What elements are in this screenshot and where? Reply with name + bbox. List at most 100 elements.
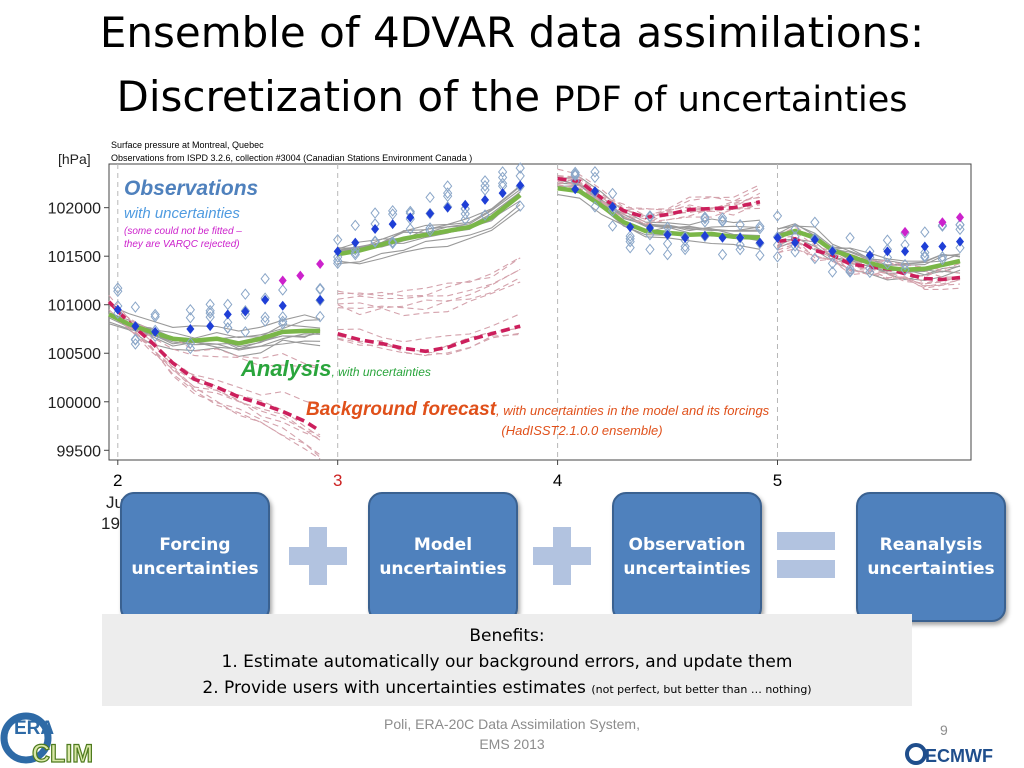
- observation-point: [590, 186, 599, 197]
- observation-ensemble-marker: [278, 317, 288, 330]
- observation-ensemble-marker: [735, 218, 745, 231]
- y-tick-label: 100500: [48, 346, 101, 363]
- observation-ensemble-marker: [130, 301, 141, 313]
- background-member-line: [777, 238, 961, 287]
- observation-ensemble-marker: [315, 282, 325, 295]
- x-tick-label: 5: [773, 471, 782, 490]
- observation-ensemble-marker: [865, 262, 875, 275]
- title-main: Discretization of the: [116, 72, 554, 121]
- observation-ensemble-marker: [350, 243, 360, 256]
- observation-ensemble-marker: [185, 337, 196, 349]
- source-line1: Surface pressure at Montreal, Quebec: [111, 140, 264, 150]
- observation-ensemble-marker: [113, 282, 123, 294]
- benefit-item-2: 2. Provide users with uncertainties esti…: [102, 675, 912, 703]
- observation-ensemble-marker: [717, 215, 728, 228]
- observation-ensemble-marker: [920, 251, 930, 264]
- analysis-member-line: [337, 208, 521, 265]
- observation-ensemble-marker: [350, 219, 360, 232]
- observation-point: [626, 222, 635, 233]
- observation-ensemble-marker: [827, 257, 838, 270]
- observation-point: [681, 232, 690, 243]
- observation-ensemble-marker: [625, 241, 635, 254]
- observation-ensemble-marker: [607, 220, 618, 232]
- observation-point: [736, 232, 745, 243]
- observation-point: [883, 246, 892, 257]
- observation-ensemble-marker: [755, 222, 765, 235]
- observation-ensemble-marker: [772, 239, 783, 251]
- observation-ensemble-marker: [920, 246, 930, 259]
- observation-ensemble-marker: [240, 326, 250, 338]
- background-forecast-line: [107, 300, 322, 433]
- x-axis: 2 3 4 5: [113, 460, 782, 490]
- observation-ensemble-marker: [845, 262, 855, 275]
- observation-ensemble-marker: [607, 187, 618, 200]
- observation-ensemble-marker: [425, 222, 435, 234]
- forcing-uncertainties-box: Forcing uncertainties: [120, 492, 270, 622]
- y-tick-label: 99500: [57, 443, 102, 460]
- observation-point: [426, 208, 435, 219]
- observation-ensemble-marker: [920, 226, 930, 238]
- box3-line2: uncertainties: [623, 559, 751, 579]
- observation-point: [113, 304, 122, 315]
- background-sub2: (HadISST2.1.0.0 ensemble): [501, 423, 662, 438]
- analysis-sub: , with uncertainties: [332, 365, 431, 379]
- observation-ensemble-marker: [900, 263, 910, 276]
- observation-ensemble-marker: [810, 252, 820, 265]
- observation-point: [938, 241, 947, 252]
- benefit-item-1: 1. Estimate automatically our background…: [221, 652, 793, 672]
- observation-point: [846, 254, 855, 265]
- observation-ensemble-marker: [607, 204, 618, 217]
- observation-ensemble-marker: [370, 207, 380, 219]
- observation-ensemble-marker: [480, 209, 490, 221]
- box3-line1: Observation: [628, 535, 746, 555]
- box4-line1: Reanalysis: [879, 535, 983, 555]
- observation-ensemble-marker: [882, 234, 893, 247]
- reanalysis-uncertainties-box: Reanalysis uncertainties: [856, 492, 1006, 622]
- observation-ensemble-marker: [278, 284, 288, 296]
- observation-ensemble-marker: [315, 310, 325, 323]
- box2-line1: Model: [413, 535, 473, 555]
- observation-ensemble-marker: [955, 219, 965, 231]
- logo-clim: CLIM: [32, 740, 93, 768]
- observation-uncertainties-box: Observation uncertainties: [612, 492, 762, 622]
- observation-ensemble-marker: [350, 246, 360, 259]
- slide-title-line1: Ensemble of 4DVAR data assimilations:: [99, 8, 925, 57]
- equals-icon: [777, 532, 835, 578]
- observation-ensemble-marker: [882, 251, 893, 264]
- observation-point: [131, 321, 140, 332]
- plus-icon: [533, 527, 591, 585]
- x-label-month: Ju: [106, 493, 124, 512]
- observation-point: [206, 321, 215, 332]
- background-title: Background forecast: [306, 399, 497, 420]
- observation-ensemble-marker: [772, 210, 783, 222]
- box1-line2: uncertainties: [131, 559, 259, 579]
- observation-ensemble-marker: [150, 308, 160, 321]
- observation-point: [645, 223, 654, 234]
- observation-ensemble-marker: [735, 239, 745, 251]
- observation-ensemble-marker: [425, 224, 435, 237]
- observation-ensemble-marker: [717, 214, 728, 227]
- observation-ensemble-marker: [443, 180, 453, 192]
- slide-title-line2: Discretization of the PDF of uncertainti…: [0, 72, 1024, 121]
- background-member-line: [777, 231, 961, 278]
- observation-ensemble-marker: [662, 248, 673, 261]
- observation-ensemble-marker: [480, 180, 490, 192]
- observation-point: [461, 199, 470, 210]
- observation-ensemble-marker: [150, 330, 160, 343]
- observation-point: [316, 294, 325, 305]
- background-member-line: [557, 180, 760, 226]
- observation-markers: [113, 162, 965, 355]
- observation-ensemble-marker: [260, 272, 270, 285]
- rejected-observation-point: [296, 270, 305, 281]
- analysis-member-line: [557, 182, 760, 232]
- observation-ensemble-marker: [827, 250, 838, 263]
- rejected-observation-point: [938, 217, 947, 228]
- observation-ensemble-marker: [700, 212, 710, 225]
- observation-ensemble-marker: [315, 283, 325, 296]
- observation-ensemble-marker: [130, 333, 141, 346]
- rejected-observation-point: [901, 226, 910, 237]
- observation-point: [791, 237, 800, 248]
- source-line2: Observations from ISPD 3.2.6, collection…: [111, 153, 472, 163]
- analysis-member-line: [337, 185, 521, 250]
- observation-ensemble-marker: [460, 208, 470, 220]
